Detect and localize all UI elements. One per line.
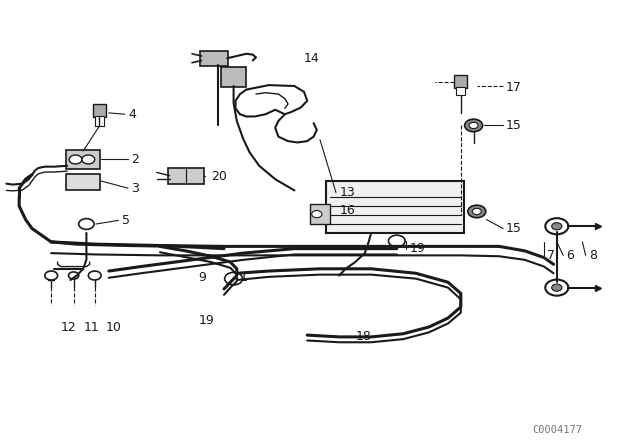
Text: C0004177: C0004177: [532, 426, 582, 435]
Circle shape: [312, 211, 322, 218]
FancyBboxPatch shape: [66, 150, 100, 169]
Text: 18: 18: [355, 329, 371, 343]
FancyBboxPatch shape: [168, 168, 204, 184]
Text: 7: 7: [547, 249, 556, 262]
Circle shape: [69, 155, 82, 164]
Text: 4: 4: [128, 108, 136, 121]
FancyBboxPatch shape: [95, 116, 104, 126]
Circle shape: [45, 271, 58, 280]
FancyBboxPatch shape: [456, 87, 465, 95]
Text: 12: 12: [61, 320, 77, 334]
FancyBboxPatch shape: [200, 51, 228, 66]
Circle shape: [68, 272, 79, 279]
FancyBboxPatch shape: [454, 75, 467, 88]
Text: 6: 6: [566, 249, 574, 262]
Text: 19: 19: [410, 242, 426, 255]
Circle shape: [545, 218, 568, 234]
Text: 11: 11: [83, 320, 99, 334]
Text: 15: 15: [506, 119, 522, 132]
Circle shape: [82, 155, 95, 164]
Circle shape: [469, 122, 478, 129]
Text: 17: 17: [506, 81, 522, 94]
Circle shape: [545, 280, 568, 296]
Text: 19: 19: [198, 314, 214, 327]
FancyBboxPatch shape: [326, 181, 464, 233]
Text: 15: 15: [506, 222, 522, 235]
FancyBboxPatch shape: [66, 174, 100, 190]
Text: 3: 3: [131, 181, 139, 195]
Circle shape: [472, 208, 481, 215]
Text: 13: 13: [339, 186, 355, 199]
Circle shape: [225, 272, 243, 285]
Text: 10: 10: [106, 320, 122, 334]
Text: 20: 20: [211, 169, 227, 183]
Text: 14: 14: [304, 52, 320, 65]
Text: 5: 5: [122, 214, 129, 227]
Circle shape: [79, 219, 94, 229]
FancyBboxPatch shape: [93, 104, 106, 117]
Text: 16: 16: [339, 204, 355, 217]
Circle shape: [388, 235, 405, 247]
FancyBboxPatch shape: [221, 67, 246, 87]
Text: 9: 9: [198, 271, 206, 284]
FancyBboxPatch shape: [310, 204, 330, 224]
Circle shape: [465, 119, 483, 132]
Text: 8: 8: [589, 249, 597, 262]
Circle shape: [552, 223, 562, 230]
Circle shape: [88, 271, 101, 280]
Text: 1: 1: [240, 271, 248, 284]
Circle shape: [552, 284, 562, 291]
Text: 2: 2: [131, 152, 139, 166]
Circle shape: [468, 205, 486, 218]
